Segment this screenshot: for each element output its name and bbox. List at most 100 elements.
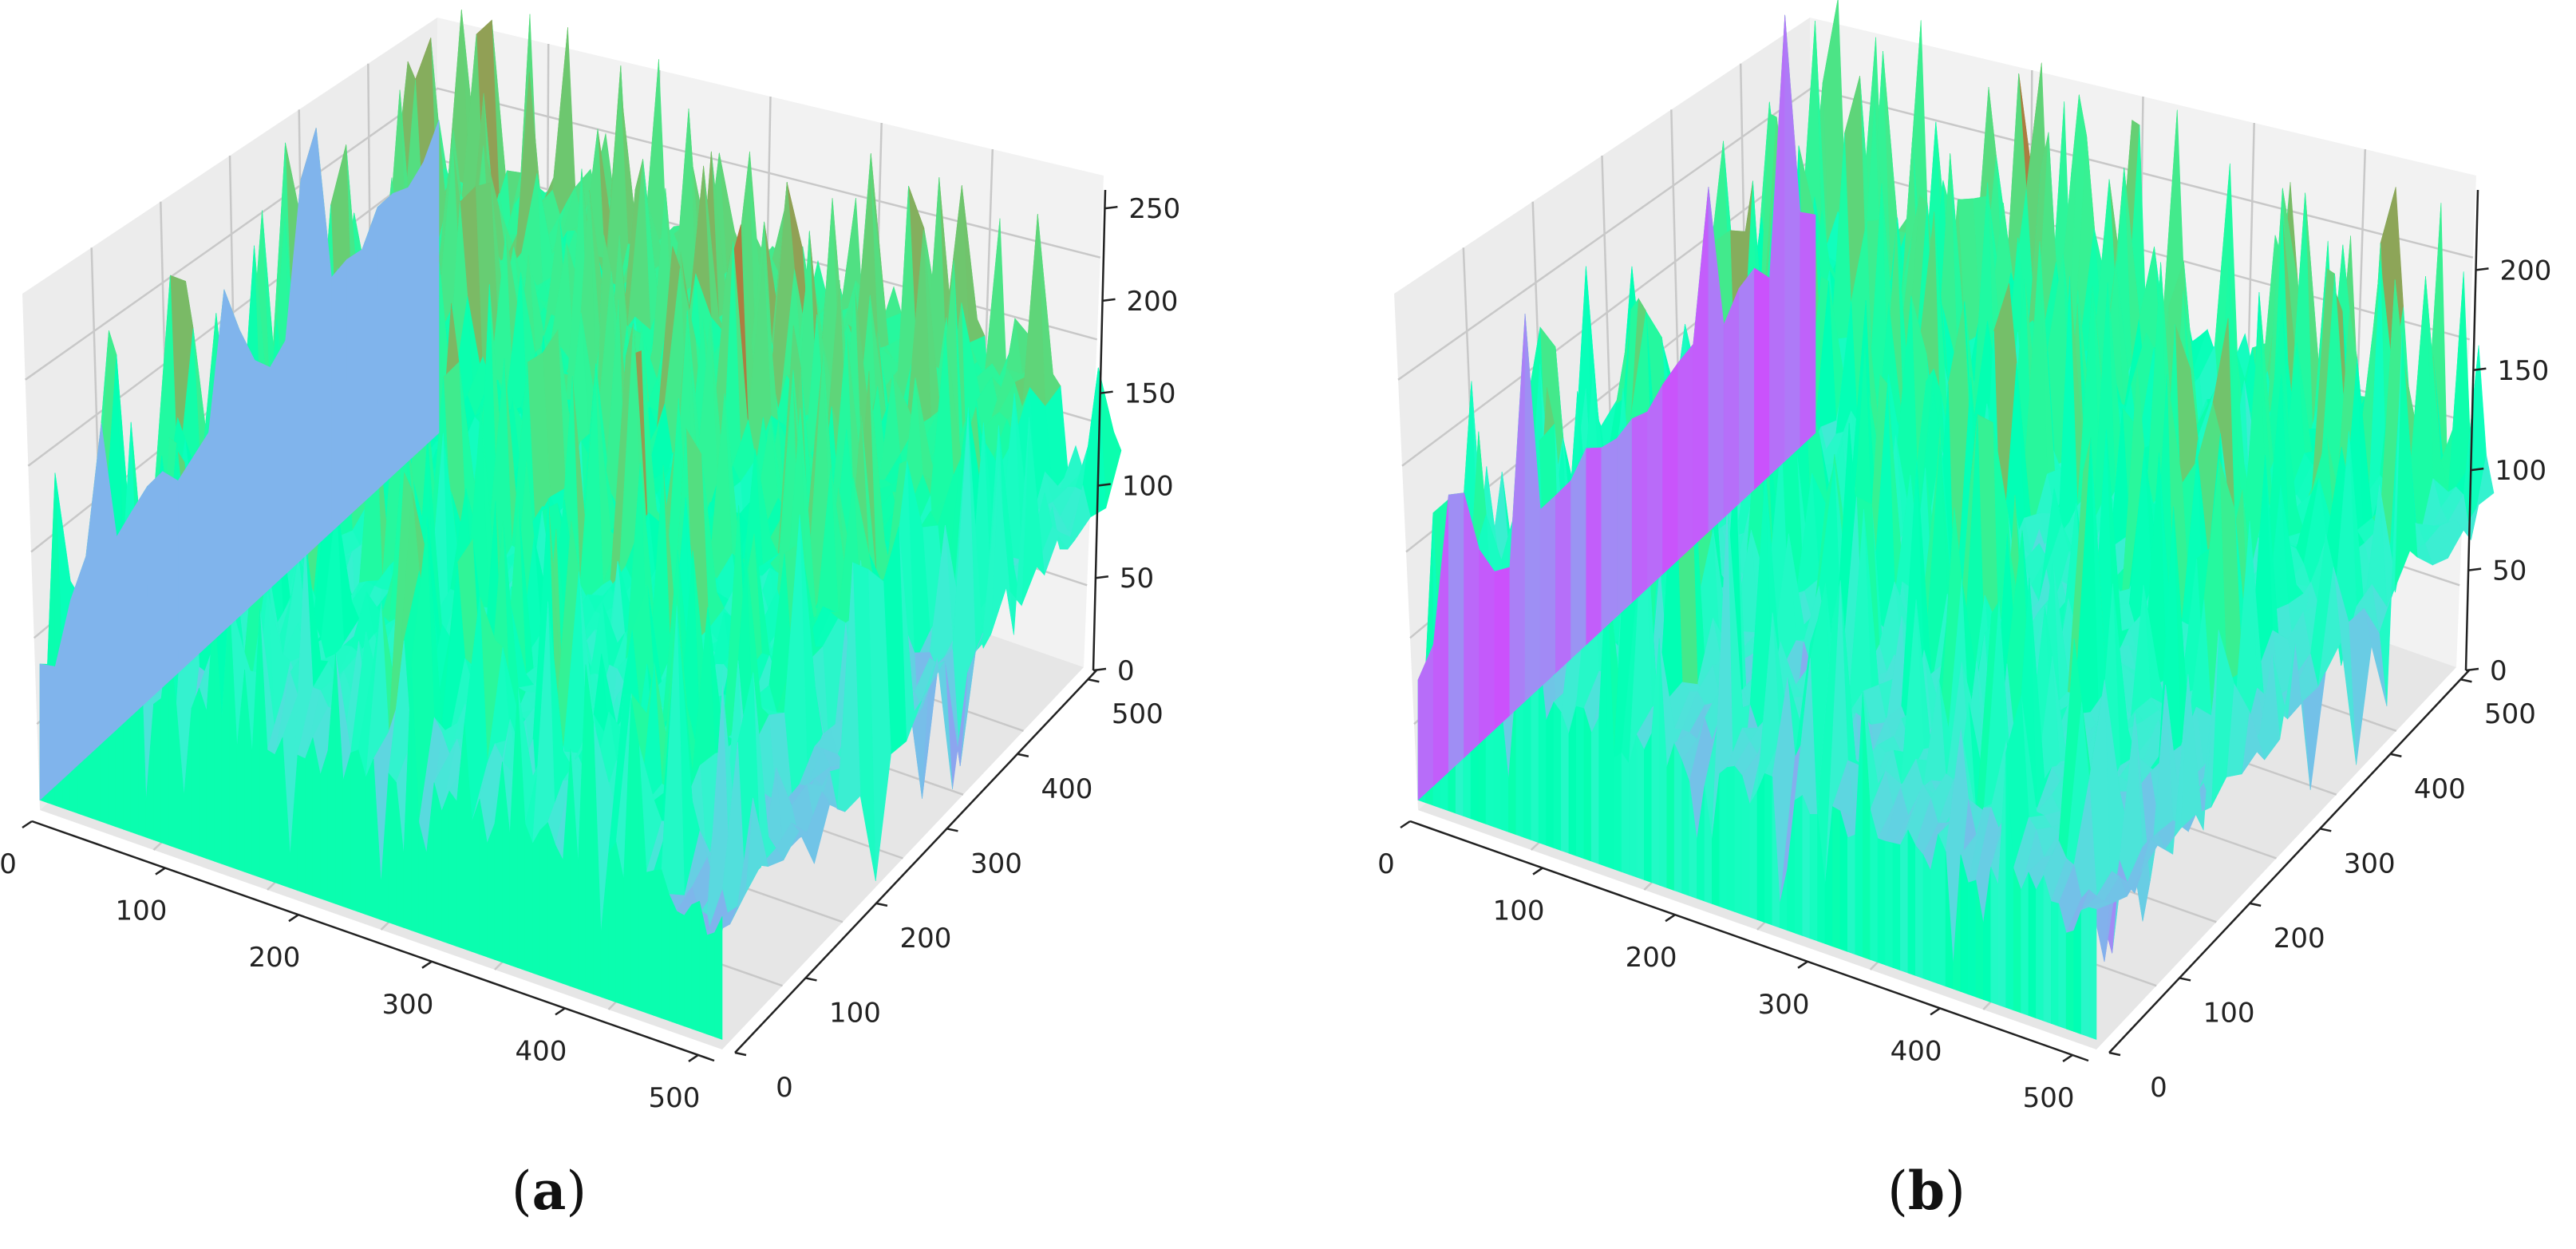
- surface-skirt: [254, 359, 271, 603]
- surface-skirt: [1590, 717, 1599, 864]
- surface-skirt: [1734, 765, 1743, 915]
- z-tick-mark: [1102, 298, 1116, 302]
- surface-skirt: [1749, 790, 1758, 920]
- y-tick-mark: [1017, 753, 1029, 758]
- surface-skirt: [1723, 288, 1740, 519]
- surface-skirt: [1907, 829, 1916, 976]
- z-tick-label: 250: [1128, 193, 1180, 225]
- surface-skirt: [1681, 760, 1690, 896]
- surface-skirt: [177, 456, 194, 674]
- surface-skirt: [1802, 795, 1811, 939]
- surface-skirt: [1561, 712, 1570, 854]
- y-tick-label: 0: [776, 1072, 793, 1104]
- surface-skirt: [1570, 448, 1586, 660]
- surface-skirt: [116, 510, 132, 730]
- y-tick-mark: [734, 1051, 747, 1057]
- surface-skirt: [346, 248, 363, 519]
- surface-skirt: [646, 870, 654, 1016]
- surface-skirt: [2065, 930, 2074, 1032]
- surface-skirt: [365, 758, 374, 918]
- surface-skirt: [1647, 383, 1663, 589]
- surface-skirt: [1800, 211, 1816, 448]
- surface-skirt: [472, 799, 480, 955]
- surface-skirt: [608, 841, 617, 1003]
- surface-skirt: [630, 698, 639, 1011]
- surface-skirt: [661, 869, 670, 1022]
- surface-skirt: [153, 698, 162, 844]
- surface-skirt: [147, 470, 164, 702]
- x-tick-mark: [22, 820, 33, 829]
- surface-skirt: [39, 663, 56, 801]
- surface-skirt: [342, 753, 351, 910]
- surface-skirt: [305, 737, 314, 896]
- surface-skirt: [1938, 834, 1946, 987]
- surface-skirt: [441, 791, 450, 944]
- surface-skirt: [267, 749, 275, 883]
- x-tick-label: 200: [249, 942, 301, 974]
- panel-label-open: (: [512, 1160, 532, 1222]
- z-tick-mark: [1092, 667, 1107, 672]
- y-tick-mark: [805, 977, 817, 982]
- surface-skirt: [162, 471, 179, 688]
- surface-skirt: [1764, 773, 1773, 926]
- surface-skirt: [1494, 567, 1511, 730]
- surface-skirt: [2088, 907, 2097, 1040]
- z-tick-mark: [1104, 205, 1118, 210]
- surface-skirt: [1915, 844, 1924, 979]
- surface-skirt: [1990, 867, 1999, 1006]
- surface-skirt: [1900, 829, 1909, 974]
- surface-skirt: [358, 749, 366, 915]
- surface-skirt: [275, 737, 283, 886]
- surface-skirt: [2028, 872, 2037, 1019]
- surface-skirt: [2051, 900, 2060, 1027]
- y-tick-label: 300: [970, 848, 1022, 879]
- y-tick-label: 100: [829, 997, 881, 1029]
- surface-skirt: [239, 329, 255, 618]
- surface-skirt: [1968, 879, 1977, 998]
- surface-skirt: [2080, 907, 2089, 1038]
- surface-skirt: [223, 289, 240, 631]
- surface-skirt: [1885, 840, 1894, 968]
- surface-skirt: [2013, 868, 2021, 1014]
- surface-skirt: [2021, 872, 2029, 1016]
- surface-skirt: [1586, 447, 1602, 646]
- surface-skirt: [297, 754, 306, 894]
- surface: [39, 9, 1122, 1040]
- surface-skirt: [1738, 267, 1755, 504]
- surface-skirt: [547, 822, 556, 982]
- surface-skirt: [2036, 875, 2045, 1022]
- panel-label-close: ): [566, 1160, 587, 1222]
- z-tick-label: 150: [1124, 378, 1176, 410]
- surface-skirt: [199, 688, 207, 860]
- surface-skirt: [1794, 794, 1803, 936]
- x-tick-label: 300: [382, 989, 434, 1021]
- surface-skirt: [1553, 701, 1562, 852]
- surface-skirt: [1847, 834, 1856, 955]
- surface-skirt: [377, 192, 393, 490]
- x-tick-label: 0: [0, 848, 17, 880]
- x-tick-label: 500: [649, 1082, 701, 1114]
- x-tick-label: 100: [116, 895, 168, 927]
- z-tick-mark: [1095, 575, 1109, 579]
- z-tick-label: 50: [1120, 563, 1154, 595]
- surface-skirt: [1673, 743, 1682, 894]
- surface-skirt: [300, 128, 317, 561]
- x-tick-mark: [288, 914, 299, 923]
- surface-skirt: [448, 790, 457, 947]
- surface-skirt: [654, 869, 662, 1019]
- surface-skirt: [691, 900, 700, 1032]
- surface-skirt: [487, 823, 496, 960]
- surface-skirt: [388, 773, 397, 926]
- surface-skirt: [1479, 548, 1495, 745]
- surface-skirt: [585, 664, 594, 995]
- surface-skirt: [524, 823, 533, 974]
- y-tick-mark: [946, 828, 958, 832]
- surface-skirt: [1756, 773, 1765, 923]
- surface-skirt: [1631, 411, 1648, 603]
- surface-skirt: [270, 339, 286, 589]
- x-tick-mark: [688, 1053, 699, 1063]
